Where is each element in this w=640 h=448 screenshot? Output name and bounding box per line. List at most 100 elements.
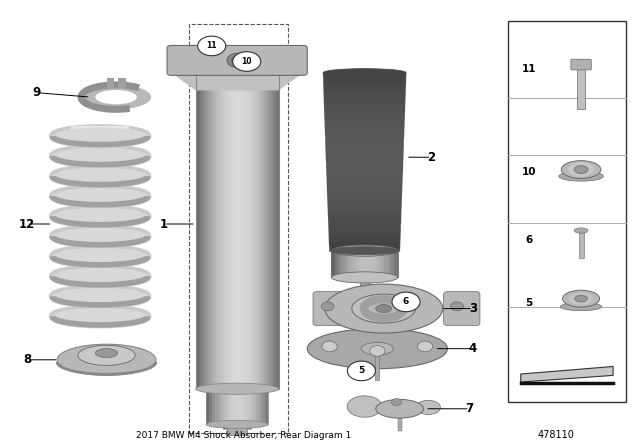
Bar <box>210 73 212 389</box>
Bar <box>362 251 365 277</box>
Bar <box>270 73 273 389</box>
Bar <box>256 73 258 389</box>
Circle shape <box>451 302 463 311</box>
Polygon shape <box>521 366 613 382</box>
Polygon shape <box>171 73 303 90</box>
Bar <box>239 73 241 389</box>
Bar <box>227 73 229 389</box>
Bar <box>252 73 253 389</box>
Bar <box>235 73 237 389</box>
Bar <box>328 211 401 215</box>
Ellipse shape <box>52 268 148 285</box>
Bar <box>332 251 335 277</box>
Bar <box>216 73 218 389</box>
Text: 2017 BMW M4 Shock Absorber, Rear Diagram 1: 2017 BMW M4 Shock Absorber, Rear Diagram… <box>136 431 351 440</box>
Ellipse shape <box>81 85 151 109</box>
Bar <box>382 309 386 346</box>
Bar <box>328 202 401 206</box>
Bar <box>577 68 585 109</box>
Ellipse shape <box>95 349 118 358</box>
Bar <box>106 78 114 88</box>
Text: 3: 3 <box>469 302 477 315</box>
Bar <box>228 387 231 424</box>
Bar <box>232 424 234 429</box>
Ellipse shape <box>569 293 593 305</box>
Circle shape <box>392 292 420 312</box>
Bar <box>240 387 243 424</box>
Bar <box>214 73 216 389</box>
Text: 7: 7 <box>466 402 474 415</box>
Bar <box>330 242 400 246</box>
Ellipse shape <box>196 383 278 394</box>
Ellipse shape <box>360 302 370 307</box>
Text: 1: 1 <box>160 217 168 231</box>
Bar <box>268 73 270 389</box>
Ellipse shape <box>52 228 148 245</box>
Bar <box>276 73 278 389</box>
Bar <box>231 73 233 389</box>
Bar <box>328 197 401 202</box>
Bar <box>243 73 246 389</box>
Ellipse shape <box>332 245 397 256</box>
Ellipse shape <box>574 166 588 173</box>
Circle shape <box>227 53 247 68</box>
Bar <box>326 135 404 139</box>
Text: 8: 8 <box>23 353 31 366</box>
Bar <box>338 251 341 277</box>
Circle shape <box>233 52 260 71</box>
Bar <box>329 237 400 242</box>
Circle shape <box>370 345 385 356</box>
Text: 5: 5 <box>525 298 533 308</box>
Bar <box>265 387 268 424</box>
Bar <box>204 73 206 389</box>
Bar <box>243 387 246 424</box>
Bar <box>323 73 406 77</box>
Ellipse shape <box>561 161 601 178</box>
Ellipse shape <box>52 288 148 305</box>
Bar <box>218 387 221 424</box>
Ellipse shape <box>52 308 148 325</box>
Bar <box>325 126 404 130</box>
Bar <box>262 387 265 424</box>
Ellipse shape <box>559 171 604 181</box>
Bar <box>275 73 276 389</box>
Bar <box>327 184 402 188</box>
Bar <box>376 349 380 380</box>
Bar <box>216 387 218 424</box>
Ellipse shape <box>347 396 382 417</box>
FancyBboxPatch shape <box>313 292 349 326</box>
Ellipse shape <box>52 128 148 145</box>
Bar <box>223 424 226 429</box>
Bar <box>212 73 214 389</box>
Bar <box>324 99 405 104</box>
Bar <box>241 73 243 389</box>
Bar <box>225 387 228 424</box>
Text: 6: 6 <box>403 297 409 306</box>
Ellipse shape <box>574 228 588 233</box>
Ellipse shape <box>206 420 268 428</box>
Bar <box>351 251 355 277</box>
Text: 10: 10 <box>522 167 536 177</box>
Bar <box>208 73 210 389</box>
Bar <box>326 139 403 144</box>
Bar <box>212 387 216 424</box>
Bar <box>227 427 247 435</box>
Bar <box>326 148 403 153</box>
Bar <box>324 90 405 95</box>
Bar <box>253 387 256 424</box>
Bar <box>243 424 246 429</box>
Bar <box>264 73 266 389</box>
Ellipse shape <box>563 290 600 307</box>
Bar <box>329 228 400 233</box>
Bar <box>326 157 403 162</box>
Bar <box>266 73 268 389</box>
Ellipse shape <box>52 147 148 164</box>
Bar <box>385 251 388 277</box>
Bar <box>325 121 404 126</box>
Bar <box>206 387 268 424</box>
Bar <box>231 387 234 424</box>
Ellipse shape <box>352 294 415 323</box>
Bar <box>326 153 403 157</box>
Bar <box>248 424 251 429</box>
Bar <box>256 387 259 424</box>
